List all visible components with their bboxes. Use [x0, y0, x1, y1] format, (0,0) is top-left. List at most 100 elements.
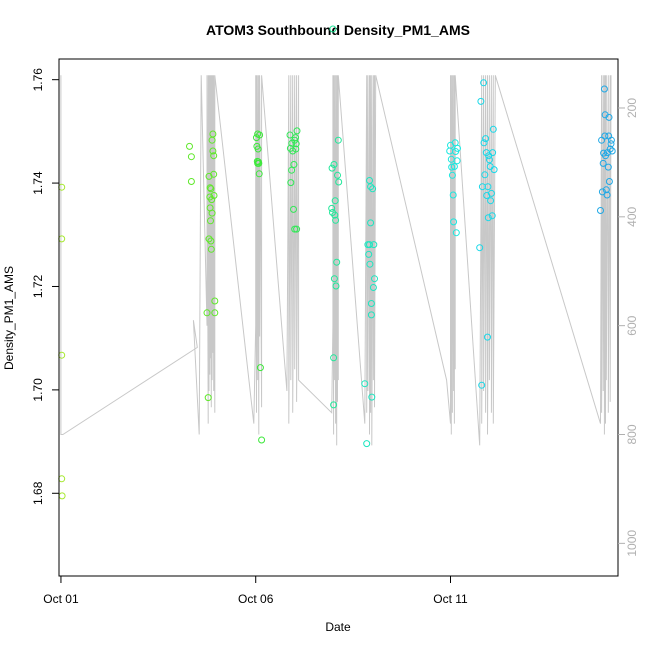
data-point [371, 275, 378, 283]
data-point [361, 380, 369, 388]
data-point [333, 258, 341, 266]
data-point [334, 136, 342, 144]
y-tick-label: 1.70 [31, 378, 45, 402]
data-point [450, 163, 458, 170]
data-point [454, 144, 461, 152]
data-point [452, 229, 460, 237]
data-point [487, 189, 495, 197]
data-point [287, 179, 295, 187]
data-point [208, 196, 216, 204]
data-point [258, 436, 266, 444]
data-point [480, 139, 488, 147]
x-axis: Oct 01 Oct 06 Oct 11 [43, 575, 468, 606]
data-point [370, 241, 378, 249]
data-point [328, 204, 336, 212]
data-point [330, 275, 338, 283]
data-point [254, 145, 262, 153]
data-point [369, 284, 377, 291]
data-point [207, 185, 215, 193]
data-point [484, 214, 492, 222]
x-axis-title: Date [325, 620, 351, 634]
y-tick-label: 1.68 [31, 481, 45, 505]
data-point [607, 136, 615, 144]
profile-line-layer [60, 75, 612, 446]
data-point [476, 244, 484, 252]
data-point [187, 153, 195, 161]
data-point [448, 171, 456, 179]
data-point [330, 161, 338, 168]
data-point [450, 218, 458, 226]
data-point [256, 131, 264, 139]
data-point [286, 131, 294, 139]
data-point [329, 25, 337, 33]
data-point [606, 145, 614, 153]
points-layer [58, 25, 616, 500]
data-point [255, 170, 263, 178]
data-point [490, 166, 498, 174]
data-point [602, 186, 610, 194]
data-point [290, 161, 298, 168]
y2-tick-label: 400 [625, 206, 639, 226]
data-point [365, 250, 373, 258]
data-point [604, 163, 612, 171]
data-point [328, 164, 336, 172]
data-point [293, 225, 301, 233]
data-point [209, 147, 217, 155]
data-point [210, 170, 218, 178]
data-point [367, 311, 375, 319]
data-point [292, 140, 300, 148]
y-tick-label: 1.72 [31, 274, 45, 298]
data-point [207, 237, 215, 245]
data-point [363, 440, 371, 448]
chart-title: ATOM3 Southbound Density_PM1_AMS [206, 22, 470, 38]
data-point [448, 163, 456, 171]
data-point [485, 156, 493, 164]
data-point [478, 381, 486, 389]
data-point [330, 354, 338, 362]
data-point [332, 216, 340, 224]
data-point [204, 394, 212, 402]
data-point [453, 157, 461, 165]
data-point [367, 300, 375, 307]
x-tick-label: Oct 11 [433, 592, 468, 606]
data-point [597, 207, 604, 214]
data-point [608, 147, 616, 155]
y-tick-label: 1.74 [31, 171, 45, 195]
data-point [335, 178, 343, 186]
data-point [208, 209, 216, 217]
data-point [449, 191, 457, 199]
data-point [484, 183, 492, 191]
data-point [484, 333, 491, 341]
data-point [482, 135, 490, 143]
data-point [334, 171, 341, 179]
y2-tick-label: 1000 [625, 530, 639, 557]
data-point [480, 79, 488, 87]
y-axis-title: Density_PM1_AMS [2, 266, 16, 370]
data-point [603, 191, 611, 199]
y2-tick-label: 200 [625, 98, 639, 118]
data-point [366, 260, 374, 268]
y2-tick-label: 600 [625, 315, 639, 335]
data-point [209, 130, 217, 138]
data-point [186, 142, 193, 150]
y2-tick-label: 800 [625, 424, 639, 444]
data-point [598, 188, 606, 196]
data-point [211, 309, 219, 317]
data-point [330, 401, 338, 409]
data-point [488, 212, 496, 220]
y-axis-left: 1.68 1.70 1.72 1.74 1.76 [31, 68, 59, 505]
data-point [368, 393, 376, 401]
data-point [210, 152, 218, 160]
data-point [367, 219, 375, 227]
data-point [600, 85, 608, 93]
data-point [366, 241, 373, 249]
data-point [487, 197, 495, 205]
data-point [203, 309, 211, 317]
data-point [489, 149, 497, 157]
data-point [477, 97, 485, 105]
x-tick-label: Oct 01 [43, 592, 79, 606]
data-point [210, 192, 218, 199]
data-point [207, 245, 215, 253]
data-point [331, 211, 339, 219]
